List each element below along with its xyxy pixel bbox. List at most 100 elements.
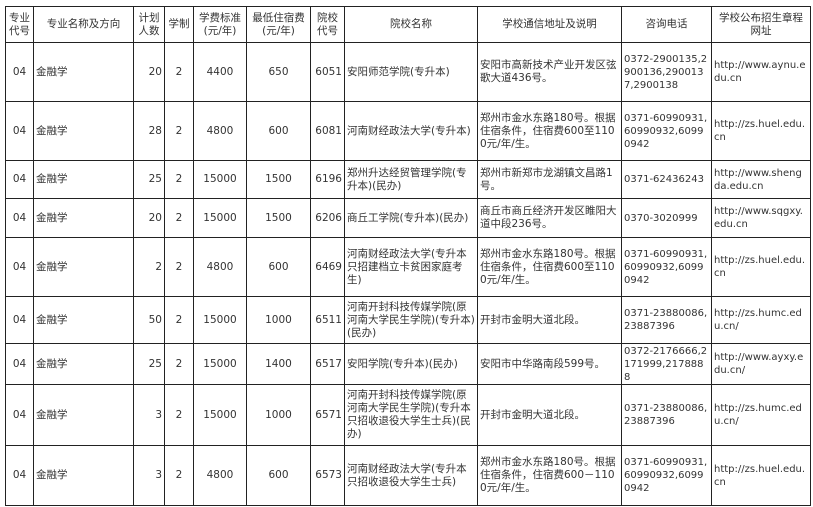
cell-plan-count: 25	[133, 343, 165, 385]
cell-address-notes: 商丘市商丘经济开发区睢阳大道中段236号。	[477, 198, 622, 238]
cell-tuition: 15000	[193, 384, 247, 446]
cell-min-dorm-fee: 1500	[246, 198, 311, 238]
cell-duration: 2	[164, 42, 194, 102]
cell-major-name: 金融学	[33, 160, 134, 199]
cell-major-name: 金融学	[33, 237, 134, 297]
cell-plan-count: 25	[133, 160, 165, 199]
cell-major-code: 04	[5, 42, 34, 102]
cell-plan-count: 3	[133, 384, 165, 446]
cell-tuition: 15000	[193, 343, 247, 385]
cell-min-dorm-fee: 650	[246, 42, 311, 102]
cell-tuition: 15000	[193, 160, 247, 199]
cell-tuition: 4800	[193, 237, 247, 297]
cell-website[interactable]: http://zs.humc.edu.cn/	[711, 296, 811, 344]
cell-duration: 2	[164, 237, 194, 297]
cell-min-dorm-fee: 1400	[246, 343, 311, 385]
cell-phone: 0370-3020999	[621, 198, 712, 238]
cell-website[interactable]: http://zs.huel.edu.cn	[711, 237, 811, 297]
cell-major-code: 04	[5, 101, 34, 161]
cell-phone: 0371-23880086,23887396	[621, 384, 712, 446]
header-tuition: 学费标准(元/年)	[193, 6, 247, 43]
cell-website[interactable]: http://www.shengda.edu.cn	[711, 160, 811, 199]
table-row: 04 金融学 2 2 4800 600 6469 河南财经政法大学(专升本只招建档立卡贫困家庭…	[5, 237, 811, 297]
cell-address-notes: 郑州市金水东路180号。根据住宿条件，住宿费600至1100元/年/生。	[477, 237, 622, 297]
cell-duration: 2	[164, 445, 194, 506]
cell-phone: 0371-23880086,23887396	[621, 296, 712, 344]
cell-major-name: 金融学	[33, 343, 134, 385]
cell-major-name: 金融学	[33, 42, 134, 102]
header-website: 学校公布招生章程网址	[711, 6, 811, 43]
cell-phone: 0372-2176666,2171999,2178888	[621, 343, 712, 385]
admissions-table: 专业代号 专业名称及方向 计划人数 学制 学费标准(元/年) 最低住宿费(元/年) 院校代号…	[5, 6, 811, 506]
table-row: 04 金融学 28 2 4800 600 6081 河南财经政法大学(专升本) 郑州市金水东路1…	[5, 101, 811, 161]
cell-min-dorm-fee: 600	[246, 237, 311, 297]
table-row: 04 金融学 25 2 15000 1500 6196 郑州升达经贸管理学院(专升本)(民办)…	[5, 160, 811, 199]
cell-major-name: 金融学	[33, 384, 134, 446]
cell-phone: 0371-60990931,60990932,60990942	[621, 237, 712, 297]
cell-tuition: 4800	[193, 445, 247, 506]
cell-major-code: 04	[5, 160, 34, 199]
cell-website[interactable]: http://www.ayxy.edu.cn/	[711, 343, 811, 385]
cell-school-code: 6196	[310, 160, 345, 199]
table-row: 04 金融学 50 2 15000 1000 6511 河南开封科技传媒学院(原河南大学民生学…	[5, 296, 811, 344]
cell-address-notes: 开封市金明大道北段。	[477, 296, 622, 344]
cell-major-code: 04	[5, 445, 34, 506]
table-row: 04 金融学 3 2 4800 600 6573 河南财经政法大学(专升本只招收退役大学生士兵…	[5, 445, 811, 506]
cell-address-notes: 安阳市高新技术产业开发区弦歌大道436号。	[477, 42, 622, 102]
cell-website[interactable]: http://zs.humc.edu.cn/	[711, 384, 811, 446]
cell-duration: 2	[164, 101, 194, 161]
table-row: 04 金融学 20 2 4400 650 6051 安阳师范学院(专升本) 安阳市高新技术产业开…	[5, 42, 811, 102]
cell-address-notes: 郑州市金水东路180号。根据住宿条件，住宿费600至1100元/年/生。	[477, 101, 622, 161]
cell-duration: 2	[164, 198, 194, 238]
cell-major-code: 04	[5, 384, 34, 446]
cell-phone: 0371-62436243	[621, 160, 712, 199]
cell-website[interactable]: http://zs.huel.edu.cn	[711, 445, 811, 506]
cell-website[interactable]: http://www.aynu.edu.cn	[711, 42, 811, 102]
cell-school-code: 6517	[310, 343, 345, 385]
cell-major-code: 04	[5, 296, 34, 344]
cell-school-code: 6573	[310, 445, 345, 506]
cell-plan-count: 2	[133, 237, 165, 297]
cell-school-code: 6571	[310, 384, 345, 446]
cell-school-code: 6051	[310, 42, 345, 102]
cell-school-name: 河南财经政法大学(专升本只招收退役大学生士兵)	[344, 445, 478, 506]
cell-duration: 2	[164, 343, 194, 385]
cell-min-dorm-fee: 1000	[246, 296, 311, 344]
header-phone: 咨询电话	[621, 6, 712, 43]
cell-address-notes: 开封市金明大道北段。	[477, 384, 622, 446]
cell-major-name: 金融学	[33, 296, 134, 344]
cell-plan-count: 20	[133, 42, 165, 102]
cell-address-notes: 郑州市新郑市龙湖镇文昌路1号。	[477, 160, 622, 199]
cell-website[interactable]: http://www.sqgxy.edu.cn	[711, 198, 811, 238]
cell-school-name: 郑州升达经贸管理学院(专升本)(民办)	[344, 160, 478, 199]
cell-school-code: 6469	[310, 237, 345, 297]
header-duration: 学制	[164, 6, 194, 43]
cell-min-dorm-fee: 600	[246, 445, 311, 506]
cell-plan-count: 20	[133, 198, 165, 238]
cell-duration: 2	[164, 160, 194, 199]
cell-website[interactable]: http://zs.huel.edu.cn	[711, 101, 811, 161]
cell-school-name: 商丘工学院(专升本)(民办)	[344, 198, 478, 238]
cell-tuition: 15000	[193, 296, 247, 344]
cell-address-notes: 郑州市金水东路180号。根据住宿条件，住宿费600－1100元/年/生。	[477, 445, 622, 506]
cell-school-name: 安阳学院(专升本)(民办)	[344, 343, 478, 385]
header-school-code: 院校代号	[310, 6, 345, 43]
table-row: 04 金融学 25 2 15000 1400 6517 安阳学院(专升本)(民办) 安阳市中华路…	[5, 343, 811, 385]
cell-tuition: 4400	[193, 42, 247, 102]
cell-duration: 2	[164, 296, 194, 344]
cell-duration: 2	[164, 384, 194, 446]
cell-phone: 0371-60990931,60990932,60990942	[621, 445, 712, 506]
cell-school-name: 安阳师范学院(专升本)	[344, 42, 478, 102]
cell-school-code: 6081	[310, 101, 345, 161]
cell-plan-count: 28	[133, 101, 165, 161]
header-school-name: 院校名称	[344, 6, 478, 43]
table-row: 04 金融学 3 2 15000 1000 6571 河南开封科技传媒学院(原河南大学民生学院…	[5, 384, 811, 446]
cell-school-name: 河南财经政法大学(专升本只招建档立卡贫困家庭考生)	[344, 237, 478, 297]
cell-plan-count: 50	[133, 296, 165, 344]
cell-tuition: 4800	[193, 101, 247, 161]
cell-major-name: 金融学	[33, 198, 134, 238]
header-plan-count: 计划人数	[133, 6, 165, 43]
header-major-code: 专业代号	[5, 6, 34, 43]
cell-school-code: 6206	[310, 198, 345, 238]
cell-school-code: 6511	[310, 296, 345, 344]
